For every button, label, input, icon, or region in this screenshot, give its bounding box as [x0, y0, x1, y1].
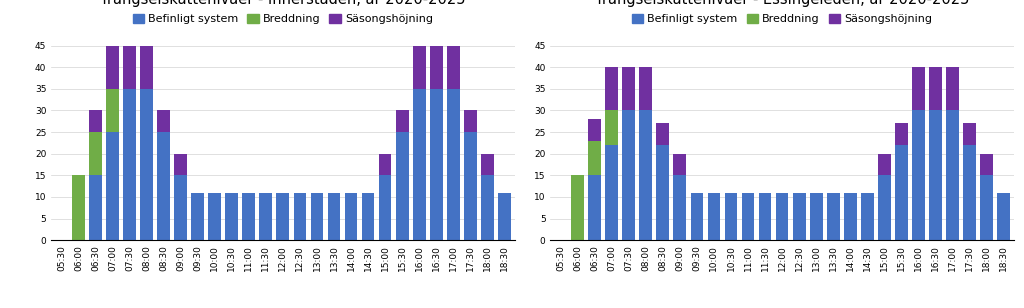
- Bar: [140, 89, 153, 240]
- Bar: [498, 193, 511, 240]
- Bar: [997, 193, 1010, 240]
- Bar: [430, 89, 442, 240]
- Bar: [413, 46, 426, 89]
- Legend: Befinligt system, Breddning, Säsongshöjning: Befinligt system, Breddning, Säsongshöjn…: [632, 14, 932, 24]
- Bar: [589, 175, 601, 240]
- Bar: [912, 67, 925, 111]
- Bar: [826, 193, 840, 240]
- Bar: [158, 111, 170, 132]
- Bar: [964, 145, 976, 240]
- Bar: [294, 193, 306, 240]
- Bar: [690, 193, 703, 240]
- Bar: [861, 193, 873, 240]
- Bar: [589, 119, 601, 141]
- Bar: [571, 175, 584, 240]
- Bar: [980, 175, 993, 240]
- Bar: [623, 111, 635, 240]
- Bar: [413, 89, 426, 240]
- Bar: [89, 111, 101, 132]
- Bar: [430, 46, 442, 89]
- Bar: [895, 145, 907, 240]
- Bar: [912, 111, 925, 240]
- Bar: [741, 193, 755, 240]
- Bar: [878, 175, 891, 240]
- Bar: [639, 67, 652, 111]
- Bar: [446, 89, 460, 240]
- Bar: [656, 145, 670, 240]
- Bar: [379, 175, 391, 240]
- Bar: [174, 175, 187, 240]
- Bar: [725, 193, 737, 240]
- Bar: [589, 141, 601, 175]
- Bar: [980, 154, 993, 175]
- Bar: [605, 111, 618, 145]
- Bar: [810, 193, 822, 240]
- Bar: [243, 193, 255, 240]
- Bar: [878, 154, 891, 175]
- Bar: [225, 193, 239, 240]
- Bar: [656, 124, 670, 145]
- Bar: [776, 193, 788, 240]
- Bar: [345, 193, 357, 240]
- Legend: Befinligt system, Breddning, Säsongshöjning: Befinligt system, Breddning, Säsongshöjn…: [133, 14, 433, 24]
- Bar: [379, 154, 391, 175]
- Bar: [674, 154, 686, 175]
- Bar: [759, 193, 771, 240]
- Bar: [328, 193, 340, 240]
- Bar: [481, 154, 494, 175]
- Bar: [446, 46, 460, 89]
- Bar: [106, 132, 119, 240]
- Bar: [89, 132, 101, 175]
- Bar: [395, 132, 409, 240]
- Bar: [158, 132, 170, 240]
- Bar: [605, 67, 618, 111]
- Bar: [89, 175, 101, 240]
- Bar: [106, 89, 119, 132]
- Bar: [276, 193, 289, 240]
- Bar: [464, 132, 476, 240]
- Bar: [123, 46, 136, 89]
- Bar: [361, 193, 375, 240]
- Bar: [310, 193, 324, 240]
- Bar: [929, 111, 942, 240]
- Title: Trängselskattenivåer - Essingeleden, år 2020-2025: Trängselskattenivåer - Essingeleden, år …: [595, 0, 970, 7]
- Bar: [929, 67, 942, 111]
- Title: Trängselskattenivåer - Innerstaden, år 2020-2025: Trängselskattenivåer - Innerstaden, år 2…: [100, 0, 466, 7]
- Bar: [140, 46, 153, 89]
- Bar: [106, 46, 119, 89]
- Bar: [72, 175, 85, 240]
- Bar: [481, 175, 494, 240]
- Bar: [464, 111, 476, 132]
- Bar: [639, 111, 652, 240]
- Bar: [674, 175, 686, 240]
- Bar: [395, 111, 409, 132]
- Bar: [191, 193, 204, 240]
- Bar: [623, 67, 635, 111]
- Bar: [708, 193, 720, 240]
- Bar: [964, 124, 976, 145]
- Bar: [895, 124, 907, 145]
- Bar: [259, 193, 272, 240]
- Bar: [946, 111, 958, 240]
- Bar: [123, 89, 136, 240]
- Bar: [174, 154, 187, 175]
- Bar: [946, 67, 958, 111]
- Bar: [208, 193, 221, 240]
- Bar: [793, 193, 806, 240]
- Bar: [844, 193, 857, 240]
- Bar: [605, 145, 618, 240]
